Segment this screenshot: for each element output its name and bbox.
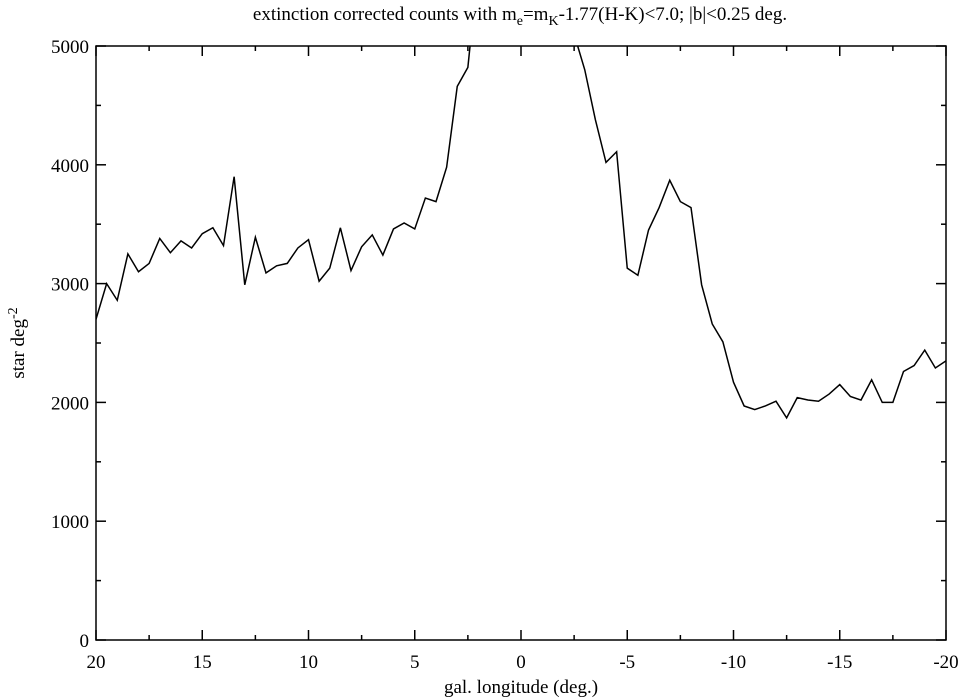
y-tick-label: 4000 (51, 156, 89, 177)
x-tick-label: 15 (193, 652, 212, 673)
data-line (96, 46, 946, 420)
y-label-superscript: -2 (6, 307, 21, 319)
x-tick-label: 20 (87, 652, 106, 673)
x-tick-label: 5 (410, 652, 420, 673)
x-tick-label: 0 (516, 652, 526, 673)
y-axis-label: star deg-2 (6, 307, 29, 378)
plot-frame (95, 45, 947, 641)
title-part: =m (523, 4, 549, 25)
y-tick-label: 2000 (51, 393, 89, 414)
title-part: extinction corrected counts with m (253, 4, 517, 25)
x-tick-label: -5 (619, 652, 635, 673)
title-part: -1.77(H-K)<7.0; |b|<0.25 deg. (559, 4, 788, 25)
x-tick-label: 10 (299, 652, 318, 673)
y-tick-label: 1000 (51, 512, 89, 533)
x-tick-label: -20 (933, 652, 958, 673)
title-subscript: e (517, 14, 523, 29)
title-subscript: K (548, 14, 558, 29)
chart-title: extinction corrected counts with me=mK-1… (253, 4, 787, 29)
y-label-part: star deg (8, 319, 29, 379)
y-tick-label: 5000 (51, 37, 89, 58)
x-tick-label: -15 (827, 652, 852, 673)
y-tick-label: 0 (80, 631, 90, 652)
x-tick-label: -10 (721, 652, 746, 673)
y-tick-label: 3000 (51, 275, 89, 296)
x-axis-label: gal. longitude (deg.) (444, 677, 598, 698)
